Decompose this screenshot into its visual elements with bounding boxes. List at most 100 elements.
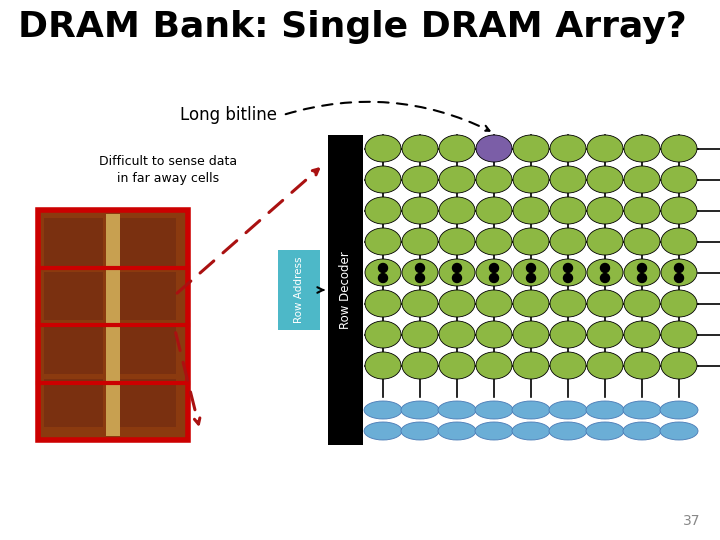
Ellipse shape xyxy=(550,166,586,193)
Ellipse shape xyxy=(586,422,624,440)
Bar xyxy=(328,135,363,445)
Ellipse shape xyxy=(513,321,549,348)
Ellipse shape xyxy=(550,352,586,379)
Ellipse shape xyxy=(476,352,512,379)
Bar xyxy=(278,250,320,330)
Ellipse shape xyxy=(661,290,697,317)
Ellipse shape xyxy=(624,197,660,224)
Ellipse shape xyxy=(402,259,438,286)
Ellipse shape xyxy=(661,135,697,162)
Ellipse shape xyxy=(439,197,475,224)
Ellipse shape xyxy=(513,290,549,317)
Ellipse shape xyxy=(438,401,476,419)
Ellipse shape xyxy=(513,352,549,379)
Ellipse shape xyxy=(624,259,660,286)
Ellipse shape xyxy=(661,352,697,379)
Ellipse shape xyxy=(476,228,512,255)
Circle shape xyxy=(526,264,536,273)
Ellipse shape xyxy=(660,422,698,440)
Ellipse shape xyxy=(365,197,401,224)
Circle shape xyxy=(600,264,610,273)
Ellipse shape xyxy=(661,166,697,193)
Circle shape xyxy=(564,273,572,282)
Circle shape xyxy=(452,264,462,273)
Ellipse shape xyxy=(623,422,661,440)
Ellipse shape xyxy=(624,321,660,348)
Ellipse shape xyxy=(549,401,587,419)
Ellipse shape xyxy=(661,228,697,255)
Bar xyxy=(117,272,176,320)
Ellipse shape xyxy=(364,401,402,419)
Text: Row Address: Row Address xyxy=(294,256,304,323)
Ellipse shape xyxy=(624,290,660,317)
Ellipse shape xyxy=(587,166,623,193)
Bar xyxy=(38,210,188,440)
Text: Difficult to sense data
in far away cells: Difficult to sense data in far away cell… xyxy=(99,155,237,185)
Ellipse shape xyxy=(513,135,549,162)
Bar xyxy=(117,325,176,374)
Ellipse shape xyxy=(512,401,550,419)
Ellipse shape xyxy=(661,259,697,286)
Bar xyxy=(44,218,103,267)
Ellipse shape xyxy=(587,228,623,255)
Ellipse shape xyxy=(365,290,401,317)
Ellipse shape xyxy=(624,135,660,162)
Ellipse shape xyxy=(402,321,438,348)
Circle shape xyxy=(379,273,387,282)
Circle shape xyxy=(452,273,462,282)
Ellipse shape xyxy=(476,259,512,286)
Ellipse shape xyxy=(475,401,513,419)
Ellipse shape xyxy=(587,135,623,162)
Ellipse shape xyxy=(439,321,475,348)
Ellipse shape xyxy=(550,290,586,317)
Ellipse shape xyxy=(549,422,587,440)
Ellipse shape xyxy=(402,290,438,317)
Ellipse shape xyxy=(587,352,623,379)
Circle shape xyxy=(379,264,387,273)
Bar xyxy=(117,379,176,427)
Bar xyxy=(44,325,103,374)
Circle shape xyxy=(675,264,683,273)
Circle shape xyxy=(490,273,498,282)
Ellipse shape xyxy=(661,321,697,348)
Text: Row Decoder: Row Decoder xyxy=(339,251,352,329)
Ellipse shape xyxy=(365,259,401,286)
Ellipse shape xyxy=(439,228,475,255)
Circle shape xyxy=(490,264,498,273)
Circle shape xyxy=(415,264,425,273)
Ellipse shape xyxy=(476,321,512,348)
Ellipse shape xyxy=(513,259,549,286)
Text: Long bitline: Long bitline xyxy=(179,106,276,124)
Circle shape xyxy=(564,264,572,273)
Ellipse shape xyxy=(365,352,401,379)
Ellipse shape xyxy=(365,166,401,193)
Ellipse shape xyxy=(550,228,586,255)
Ellipse shape xyxy=(365,135,401,162)
Ellipse shape xyxy=(550,321,586,348)
Ellipse shape xyxy=(513,228,549,255)
Ellipse shape xyxy=(439,135,475,162)
Ellipse shape xyxy=(660,401,698,419)
Ellipse shape xyxy=(365,228,401,255)
Ellipse shape xyxy=(439,166,475,193)
Ellipse shape xyxy=(476,290,512,317)
Bar xyxy=(117,218,176,267)
Circle shape xyxy=(637,264,647,273)
Ellipse shape xyxy=(365,321,401,348)
Circle shape xyxy=(415,273,425,282)
Circle shape xyxy=(526,273,536,282)
Ellipse shape xyxy=(550,197,586,224)
Text: 37: 37 xyxy=(683,514,700,528)
Ellipse shape xyxy=(475,422,513,440)
Ellipse shape xyxy=(624,228,660,255)
Ellipse shape xyxy=(513,197,549,224)
Ellipse shape xyxy=(587,259,623,286)
Circle shape xyxy=(637,273,647,282)
Ellipse shape xyxy=(439,259,475,286)
Ellipse shape xyxy=(402,352,438,379)
Text: DRAM Bank: Single DRAM Array?: DRAM Bank: Single DRAM Array? xyxy=(18,10,687,44)
Ellipse shape xyxy=(624,166,660,193)
Ellipse shape xyxy=(550,259,586,286)
Ellipse shape xyxy=(439,290,475,317)
Bar xyxy=(44,379,103,427)
